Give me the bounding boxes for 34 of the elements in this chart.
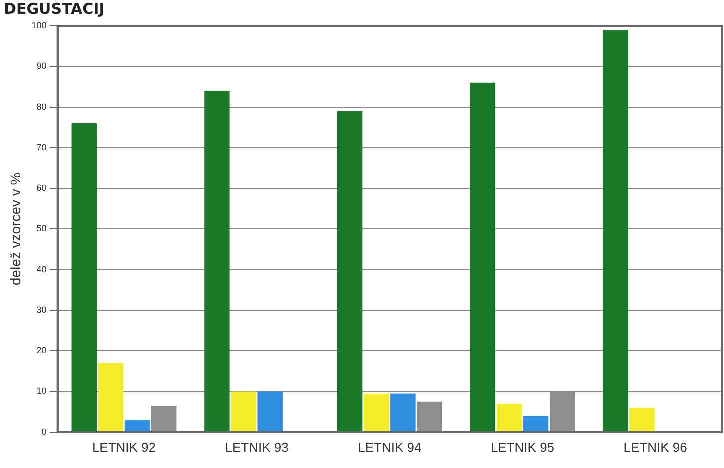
y-tick-label: 60 — [36, 183, 47, 194]
y-tick-label: 10 — [36, 386, 47, 396]
bar — [204, 91, 230, 432]
x-tick-label: LETNIK 96 — [624, 440, 688, 455]
y-tick-label: 50 — [36, 224, 47, 234]
x-tick-label: LETNIK 92 — [92, 440, 156, 455]
bar — [151, 406, 177, 432]
x-tick-label: LETNIK 95 — [490, 440, 555, 455]
chart-title: DEGUSTACIJ — [4, 0, 105, 18]
y-tick-label: 90 — [36, 61, 47, 72]
y-tick-label: 70 — [36, 142, 47, 152]
bar — [417, 402, 442, 432]
bar — [258, 392, 283, 432]
y-tick-label: 100 — [32, 20, 47, 30]
bar — [603, 30, 628, 432]
bar — [630, 408, 655, 432]
y-tick-label: 80 — [36, 102, 47, 112]
bar — [496, 404, 522, 432]
bar — [124, 420, 150, 432]
bar — [72, 124, 98, 432]
bar — [364, 394, 390, 432]
bar — [337, 111, 363, 432]
y-axis-title: delež vzorcev v % — [7, 172, 24, 286]
bar — [231, 392, 256, 432]
y-tick-label: 40 — [36, 264, 47, 274]
x-tick-label: LETNIK 94 — [358, 440, 422, 455]
bar — [390, 394, 416, 432]
bar — [470, 82, 496, 432]
bar — [98, 363, 124, 432]
y-tick-label: 20 — [36, 346, 47, 356]
y-tick-label: 0 — [42, 426, 47, 437]
x-tick-label: LETNIK 93 — [225, 440, 289, 455]
y-tick-label: 30 — [36, 304, 47, 315]
bar — [523, 416, 549, 432]
